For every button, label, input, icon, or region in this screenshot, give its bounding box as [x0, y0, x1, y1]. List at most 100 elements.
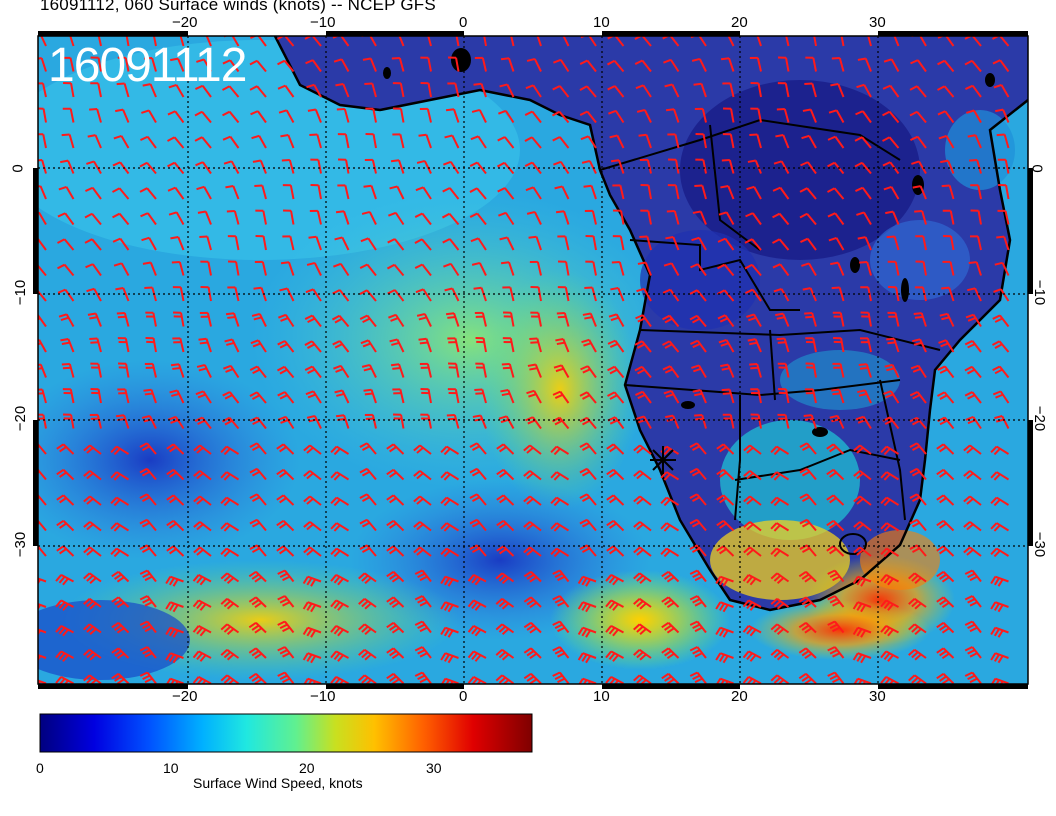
wind-barb: [508, 57, 515, 72]
wind-barb-feather: [689, 569, 698, 575]
wind-barb-feather: [334, 317, 343, 324]
wind-barb-feather: [692, 547, 700, 553]
wind-barb-feather: [499, 236, 508, 241]
wind-barb: [202, 161, 212, 175]
wind-barb-feather: [359, 518, 368, 525]
wind-barb: [506, 236, 515, 251]
wind-barb: [757, 414, 762, 429]
wind-barb-feather: [969, 601, 978, 607]
wind-barb-feather: [306, 447, 314, 454]
wind-barb: [977, 236, 982, 251]
wind-barb-feather: [612, 603, 619, 611]
wind-barb: [1001, 415, 1010, 429]
wind-barb-feather: [746, 652, 753, 661]
wind-barb: [116, 496, 130, 506]
wind-barb: [285, 109, 295, 123]
wind-barb-feather: [332, 289, 341, 295]
wind-barb-feather: [57, 263, 66, 270]
wind-barb: [123, 83, 130, 98]
wind-barb-feather: [770, 649, 778, 656]
wind-barb-feather: [661, 621, 669, 629]
wind-barb-feather: [167, 161, 176, 168]
wind-barb-feather: [306, 83, 315, 89]
wind-barb: [536, 261, 542, 276]
wind-barb-feather: [858, 363, 867, 367]
wind-barb-feather: [854, 136, 863, 142]
wind-barb-feather: [223, 676, 232, 684]
wind-barb-feather: [607, 365, 616, 372]
wind-barb-feather: [993, 549, 1001, 558]
wind-barb-feather: [222, 110, 231, 117]
wind-barb-feather: [389, 497, 397, 504]
wind-barb: [483, 36, 487, 47]
wind-barb-feather: [964, 595, 973, 601]
wind-barb-feather: [936, 545, 944, 552]
wind-barb: [177, 58, 185, 72]
wind-barb-feather: [220, 522, 228, 530]
wind-barb-feather: [197, 393, 206, 399]
wind-barb-feather: [59, 522, 67, 529]
wind-barb-feather: [364, 602, 372, 610]
wind-barb: [446, 496, 460, 506]
wind-barb: [560, 59, 570, 73]
wind-barb-feather: [116, 601, 125, 609]
wind-barb-feather: [637, 393, 646, 400]
wind-barb-feather: [804, 678, 813, 684]
wind-barb-feather: [799, 467, 808, 474]
wind-barb: [864, 389, 872, 404]
wind-barb-feather: [964, 620, 973, 626]
wind-barb: [146, 493, 157, 506]
wind-barb-feather: [282, 601, 291, 607]
wind-barb: [366, 468, 377, 481]
wind-barb-feather: [716, 545, 724, 552]
wind-barb: [701, 414, 707, 429]
wind-barb-feather: [58, 313, 67, 318]
map-field: [38, 36, 1028, 684]
wind-barb-feather: [279, 623, 288, 629]
wind-barb: [922, 236, 927, 251]
wind-barb: [698, 58, 707, 72]
wind-barb-feather: [636, 600, 644, 608]
wind-barb: [398, 363, 405, 378]
wind-barb-feather: [746, 627, 753, 635]
wind-barb-feather: [689, 671, 698, 677]
wind-barb: [859, 470, 872, 481]
wind-barb: [341, 236, 350, 251]
wind-barb-feather: [854, 161, 863, 168]
wind-barb: [646, 159, 652, 174]
wind-barb-feather: [473, 286, 482, 290]
wind-barb: [419, 546, 432, 557]
wind-barb-feather: [165, 601, 172, 610]
wind-barb-feather: [499, 548, 507, 555]
wind-barb: [226, 522, 240, 532]
wind-barb-feather: [661, 672, 669, 680]
wind-barb: [344, 134, 350, 149]
wind-barb-feather: [89, 628, 97, 635]
wind-barb: [38, 339, 47, 353]
wind-barb-feather: [722, 604, 729, 613]
wind-barb: [340, 365, 350, 379]
wind-barb: [38, 238, 47, 251]
wind-barb-feather: [692, 598, 701, 604]
wind-barb-feather: [662, 340, 671, 346]
wind-barb-feather: [910, 59, 919, 65]
wind-barb: [258, 313, 267, 327]
wind-barb: [226, 445, 240, 455]
wind-barb-feather: [391, 627, 400, 634]
wind-barb-feather: [775, 134, 784, 138]
wind-barb-feather: [227, 679, 235, 684]
wind-barb-feather: [694, 677, 703, 684]
lat-right-2: −10: [1031, 279, 1049, 306]
wind-barb-feather: [251, 134, 260, 140]
wind-barb-feather: [717, 314, 726, 320]
wind-barb-feather: [749, 654, 757, 662]
wind-barb: [371, 159, 377, 174]
wind-barb-feather: [914, 315, 924, 319]
wind-barb-feather: [196, 652, 203, 661]
wind-barb: [419, 470, 432, 481]
wind-barb-feather: [852, 576, 859, 585]
wind-barb-feather: [113, 498, 121, 507]
wind-barb: [312, 59, 322, 73]
wind-barb: [229, 136, 240, 149]
wind-barb-feather: [254, 678, 263, 684]
